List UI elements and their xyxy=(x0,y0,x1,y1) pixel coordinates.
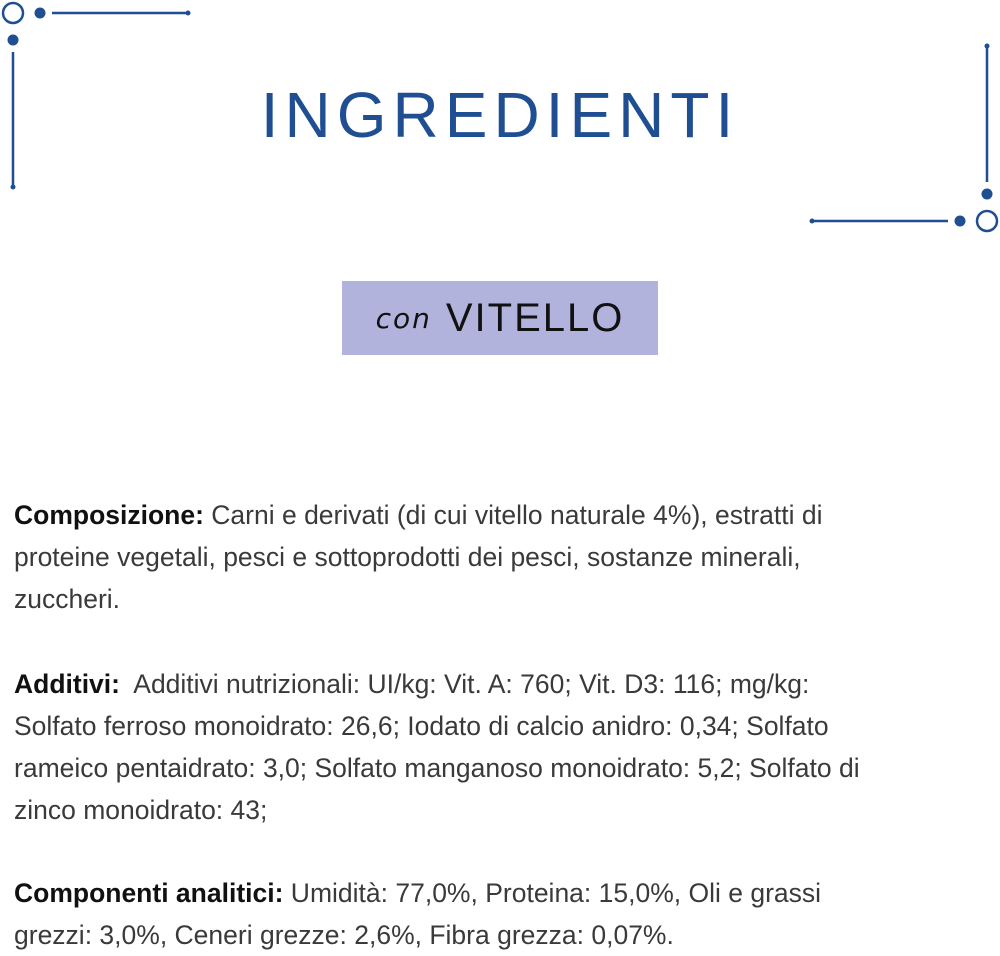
section-text: proteine vegetali, pesci e sottoprodotti… xyxy=(14,542,801,572)
flavor-badge: con VITELLO xyxy=(342,281,658,355)
page-title: INGREDIENTI xyxy=(260,79,740,151)
section-text: Solfato ferroso monoidrato: 26,6; Iodato… xyxy=(14,711,829,741)
composition-section: Composizione: Carni e derivati (di cui v… xyxy=(14,494,994,620)
flavor-prefix: con xyxy=(375,301,432,335)
flavor-name: VITELLO xyxy=(445,295,625,340)
additives-section: Additivi: Additivi nutrizionali: UI/kg: … xyxy=(14,663,994,831)
section-text: zuccheri. xyxy=(14,584,121,614)
section-text: zinco monoidrato: 43; xyxy=(14,795,268,825)
section-label: Additivi: xyxy=(14,669,120,699)
section-label: Componenti analitici: xyxy=(14,878,284,908)
corner-decoration-top-left xyxy=(1,1,191,190)
corner-decoration-bottom-right xyxy=(809,43,999,233)
section-text: rameico pentaidrato: 3,0; Solfato mangan… xyxy=(14,753,860,783)
section-text: Carni e derivati (di cui vitello natural… xyxy=(203,500,823,530)
section-text: Additivi nutrizionali: UI/kg: Vit. A: 76… xyxy=(120,669,810,699)
analytical-components-section: Componenti analitici: Umidità: 77,0%, Pr… xyxy=(14,872,994,956)
section-text: grezzi: 3,0%, Ceneri grezze: 2,6%, Fibra… xyxy=(14,920,674,950)
section-label: Composizione: xyxy=(14,500,204,530)
section-text: Umidità: 77,0%, Proteina: 15,0%, Oli e g… xyxy=(283,878,822,908)
